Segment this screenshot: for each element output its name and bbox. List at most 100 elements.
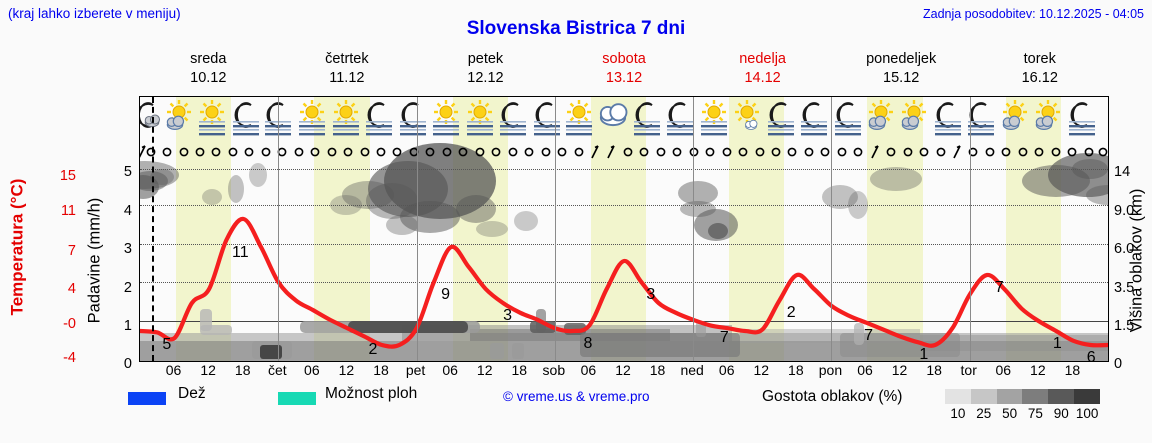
chart-plot-area[interactable]: 5112938372717162 xyxy=(139,96,1109,362)
wind-calm-icon xyxy=(522,144,536,158)
wind-calm-icon xyxy=(637,144,651,158)
day-date: 13.12 xyxy=(605,70,643,86)
cloud-ramp-tick: 90 xyxy=(1053,406,1069,421)
wind-calm-icon xyxy=(654,144,668,158)
x-tick-label: 18 xyxy=(234,362,251,378)
weather-icon-sun-fog xyxy=(466,99,493,136)
x-tick-label: 18 xyxy=(926,362,942,378)
grid-line-0 xyxy=(140,169,1108,170)
precipitation-tick-1: 4 xyxy=(123,203,132,219)
wind-calm-icon xyxy=(736,144,750,158)
cloud-height-tick-1: 9.0 xyxy=(1114,203,1135,219)
weather-icon-moon-fog xyxy=(667,99,694,136)
wind-barb-icon xyxy=(868,144,882,159)
day-header-7: torek 16.12 xyxy=(970,50,1109,90)
day-name: petek xyxy=(467,51,504,67)
wind-calm-icon xyxy=(325,144,339,158)
x-tick-label: 12 xyxy=(338,362,355,378)
weather-icon-moon-fog xyxy=(935,99,962,136)
current-time-marker xyxy=(152,97,154,361)
day-date: 12.12 xyxy=(467,70,504,86)
day-separator-6 xyxy=(969,97,971,361)
cloud-ramp-step-4 xyxy=(1048,389,1075,404)
x-tick-label: pet xyxy=(405,362,426,378)
day-header-2: četrtek 11.12 xyxy=(278,50,417,90)
temperature-axis-title: Temperatura (°C) xyxy=(0,152,36,342)
wind-calm-icon xyxy=(753,144,767,158)
grid-line-2 xyxy=(140,244,1108,245)
precipitation-tick-0: 5 xyxy=(123,164,132,180)
chart-legend: Dež Možnost ploh © vreme.us & vreme.pro … xyxy=(0,384,1152,428)
wind-calm-icon xyxy=(1032,144,1046,158)
x-tick-label: 18 xyxy=(373,362,389,378)
wind-calm-icon xyxy=(242,144,256,158)
x-tick-label: 12 xyxy=(200,362,216,378)
wind-calm-icon xyxy=(818,144,832,158)
temperature-tick-1: 11 xyxy=(60,203,76,219)
cloud-density-ramp xyxy=(945,389,1100,404)
wind-barb-icon xyxy=(950,144,964,159)
x-tick-label: 12 xyxy=(891,362,908,378)
x-tick-label: ned xyxy=(680,362,704,378)
cloud-density-ramp-ticks: 10 25 50 75 90 100 xyxy=(941,406,1107,424)
wind-calm-icon xyxy=(341,144,355,158)
wind-calm-icon xyxy=(177,144,191,158)
day-header-1: sreda 10.12 xyxy=(139,50,278,90)
weather-icon-sun-cloud xyxy=(166,99,192,135)
wind-calm-icon xyxy=(390,144,404,158)
showers-legend-label: Možnost ploh xyxy=(325,385,418,402)
day-header-strip: sreda 10.12 četrtek 11.12 petek 12.12 sobota 13… xyxy=(139,50,1109,90)
cloud-density-layer xyxy=(140,143,1108,361)
wind-calm-icon xyxy=(259,144,273,158)
temperature-value-label: 9 xyxy=(441,286,451,303)
x-tick-label: 18 xyxy=(511,362,528,378)
menu-hint-text: (kraj lahko izberete v meniju) xyxy=(8,6,181,21)
x-axis-tick-labels: 06 12 18 čet 06 12 18 pet 06 12 18 sob 06 12 18 ned 06 12… xyxy=(139,362,1109,382)
temperature-value-label: 1 xyxy=(1052,335,1062,352)
cloud-ramp-step-5 xyxy=(1074,389,1100,404)
wind-calm-icon xyxy=(835,144,849,158)
cloud-ramp-step-3 xyxy=(1022,389,1049,404)
x-tick-label: 12 xyxy=(1030,362,1046,378)
weather-icon-moon-fog xyxy=(634,99,661,136)
weather-icon-sun-fog xyxy=(333,99,360,136)
precipitation-tick-5: 0 xyxy=(123,356,132,372)
x-tick-label: 06 xyxy=(442,362,458,378)
day-header-6: ponedeljek 15.12 xyxy=(832,50,971,90)
x-tick-label: tor xyxy=(960,362,977,378)
temperature-value-label: 8 xyxy=(583,335,593,352)
temperature-tick-5: -4 xyxy=(63,350,76,366)
wind-calm-icon xyxy=(506,144,520,158)
temperature-value-label: 6 xyxy=(1086,349,1096,362)
last-update-text: Zadnja posodobitev: 10.12.2025 - 04:05 xyxy=(922,7,1144,21)
temperature-tick-0: 15 xyxy=(59,168,76,184)
temperature-value-label: 3 xyxy=(503,307,512,324)
x-tick-label: 06 xyxy=(995,362,1012,378)
weather-icon-sun-cloud xyxy=(1002,99,1028,135)
weather-icon-sun-fog xyxy=(299,99,326,136)
weather-icon-moon-fog xyxy=(834,99,861,136)
day-separator-2 xyxy=(416,97,418,361)
precipitation-axis-title: Padavine (mm/h) xyxy=(78,160,112,360)
cloud-ramp-tick: 10 xyxy=(950,406,966,421)
precipitation-tick-3: 2 xyxy=(123,280,132,296)
wind-barb-icon xyxy=(140,144,149,158)
wind-calm-icon xyxy=(1082,144,1096,158)
wind-calm-icon xyxy=(539,144,553,158)
weather-icon-moon-fog xyxy=(1068,99,1095,136)
day-name: ponedeljek xyxy=(866,51,937,67)
weather-icon-moon-fog xyxy=(366,99,393,136)
wind-calm-icon xyxy=(802,144,816,158)
daylight-band-4 xyxy=(590,97,647,361)
weather-icon-moon-fog xyxy=(499,99,526,136)
weather-icon-moon-cloud xyxy=(140,99,161,135)
wind-barb-icon xyxy=(604,144,618,159)
day-separator-5 xyxy=(831,97,833,361)
copyright-link[interactable]: © vreme.us & vreme.pro xyxy=(503,389,650,404)
temperature-value-label: 2 xyxy=(786,304,796,322)
day-name: sobota xyxy=(602,51,646,67)
cloud-ramp-tick: 100 xyxy=(1075,406,1099,421)
temperature-value-label: 7 xyxy=(994,279,1004,296)
wind-calm-icon xyxy=(1065,144,1079,158)
